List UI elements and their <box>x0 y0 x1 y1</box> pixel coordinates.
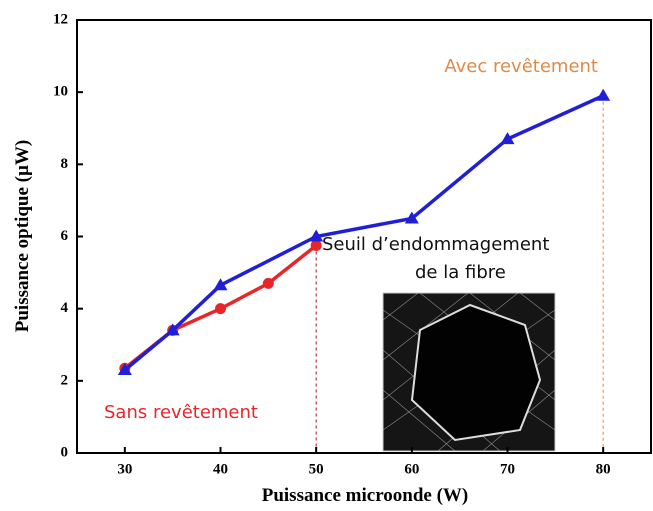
annotation: Avec revêtement <box>444 56 598 77</box>
x-tick-label: 70 <box>500 461 515 477</box>
marker <box>310 240 322 252</box>
marker <box>500 132 515 145</box>
annotation: Sans revêtement <box>104 402 258 423</box>
x-tick-label: 50 <box>309 461 324 477</box>
marker <box>117 363 132 376</box>
marker <box>262 277 274 289</box>
x-tick-label: 80 <box>596 461 611 477</box>
y-tick-label: 8 <box>61 156 69 172</box>
marker <box>213 278 228 291</box>
marker <box>404 211 419 224</box>
y-tick-label: 0 <box>61 444 69 460</box>
marker <box>309 229 324 242</box>
x-axis-title: Puissance microonde (W) <box>262 485 469 506</box>
y-tick-label: 4 <box>61 300 69 316</box>
marker <box>596 88 611 101</box>
y-axis-title: Puissance optique (µW) <box>12 140 33 333</box>
y-tick-label: 10 <box>53 84 68 100</box>
marker <box>215 303 226 315</box>
inset-image <box>382 292 556 452</box>
y-tick-label: 2 <box>61 372 69 388</box>
x-tick-label: 40 <box>213 461 228 477</box>
y-tick-label: 12 <box>53 11 68 27</box>
x-tick-label: 60 <box>404 461 419 477</box>
y-tick-label: 6 <box>61 228 69 244</box>
annotation: de la fibre <box>415 262 506 283</box>
x-tick-label: 30 <box>117 461 132 477</box>
annotation: Seuil d’endommagement <box>322 234 549 255</box>
marker <box>165 323 180 336</box>
